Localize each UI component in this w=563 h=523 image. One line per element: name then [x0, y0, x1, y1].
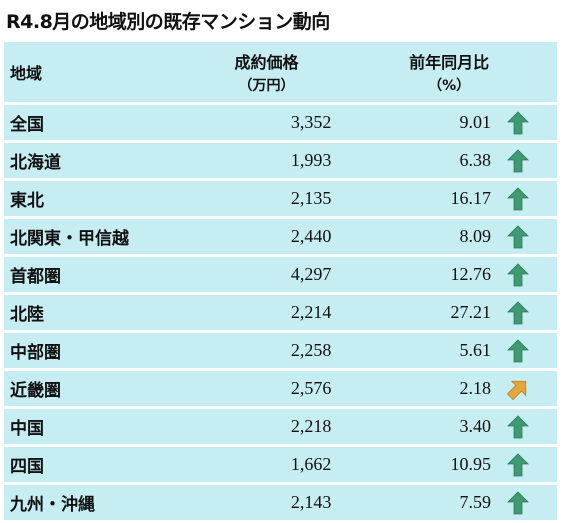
- region-cell: 中国: [4, 409, 192, 444]
- up-right-arrow-icon: [507, 380, 527, 400]
- yoy-cell: 5.61: [341, 333, 504, 368]
- table-row: 北陸 2,214 27.21: [4, 295, 557, 330]
- price-cell: 2,218: [191, 409, 342, 444]
- yoy-cell: 7.59: [341, 485, 504, 520]
- yoy-header-unit: （%）: [428, 78, 471, 94]
- price-header: 成約価格 （万円）: [191, 42, 342, 102]
- trend-cell: [503, 485, 557, 520]
- yoy-cell: 2.18: [341, 371, 504, 406]
- table-row: 九州・沖縄 2,143 7.59: [4, 485, 557, 520]
- up-arrow-icon: [507, 148, 530, 172]
- yoy-header-label: 前年同月比: [409, 53, 490, 72]
- up-arrow-icon: [507, 186, 530, 210]
- yoy-cell: 10.95: [341, 447, 504, 482]
- table-row: 近畿圏 2,576 2.18: [4, 371, 557, 406]
- up-arrow-icon: [507, 452, 530, 476]
- region-cell: 東北: [4, 181, 192, 216]
- region-cell: 北海道: [4, 143, 192, 178]
- up-arrow-icon: [507, 490, 530, 514]
- trend-cell: [503, 143, 557, 178]
- price-cell: 2,143: [191, 485, 342, 520]
- price-cell: 2,135: [191, 181, 342, 216]
- region-cell: 北陸: [4, 295, 192, 330]
- market-table: 地域 成約価格 （万円） 前年同月比 （%） 全国 3,352 9.01 北海道 1,9…: [4, 39, 557, 523]
- price-cell: 2,576: [191, 371, 342, 406]
- region-cell: 首都圏: [4, 257, 192, 292]
- trend-cell: [503, 219, 557, 254]
- up-arrow-icon: [507, 300, 530, 324]
- price-cell: 2,440: [191, 219, 342, 254]
- table-header-row: 地域 成約価格 （万円） 前年同月比 （%）: [4, 42, 557, 102]
- yoy-cell: 9.01: [341, 105, 504, 140]
- page-title: R4.8月の地域別の既存マンション動向: [6, 11, 330, 33]
- yoy-cell: 12.76: [341, 257, 504, 292]
- up-arrow-icon: [507, 224, 530, 248]
- price-cell: 1,662: [191, 447, 342, 482]
- region-cell: 四国: [4, 447, 192, 482]
- price-cell: 4,297: [191, 257, 342, 292]
- table-row: 中部圏 2,258 5.61: [4, 333, 557, 368]
- price-cell: 2,214: [191, 295, 342, 330]
- region-cell: 近畿圏: [4, 371, 192, 406]
- price-header-unit: （万円）: [238, 78, 295, 94]
- table-row: 北関東・甲信越 2,440 8.09: [4, 219, 557, 254]
- region-cell: 九州・沖縄: [4, 485, 192, 520]
- price-cell: 3,352: [191, 105, 342, 140]
- trend-cell: [503, 105, 557, 140]
- yoy-cell: 3.40: [341, 409, 504, 444]
- trend-cell: [503, 409, 557, 444]
- table-row: 全国 3,352 9.01: [4, 105, 557, 140]
- region-cell: 北関東・甲信越: [4, 219, 192, 254]
- price-cell: 2,258: [191, 333, 342, 368]
- table-row: 首都圏 4,297 12.76: [4, 257, 557, 292]
- yoy-cell: 6.38: [341, 143, 504, 178]
- table-row: 中国 2,218 3.40: [4, 409, 557, 444]
- trend-cell: [503, 371, 557, 406]
- yoy-cell: 8.09: [341, 219, 504, 254]
- yoy-cell: 27.21: [341, 295, 504, 330]
- trend-cell: [503, 447, 557, 482]
- trend-cell: [503, 257, 557, 292]
- table-row: 四国 1,662 10.95: [4, 447, 557, 482]
- price-header-label: 成約価格: [234, 53, 299, 72]
- up-arrow-icon: [507, 414, 530, 438]
- trend-cell: [503, 181, 557, 216]
- price-cell: 1,993: [191, 143, 342, 178]
- table-row: 東北 2,135 16.17: [4, 181, 557, 216]
- up-arrow-icon: [507, 338, 530, 362]
- region-header: 地域: [4, 42, 192, 102]
- yoy-cell: 16.17: [341, 181, 504, 216]
- trend-cell: [503, 333, 557, 368]
- yoy-header: 前年同月比 （%）: [341, 42, 557, 102]
- table-body: 全国 3,352 9.01 北海道 1,993 6.38 東北 2,135 16.17 北関東・甲…: [4, 105, 557, 520]
- table-row: 北海道 1,993 6.38: [4, 143, 557, 178]
- up-arrow-icon: [507, 262, 530, 286]
- up-arrow-icon: [507, 110, 530, 134]
- region-cell: 全国: [4, 105, 192, 140]
- region-cell: 中部圏: [4, 333, 192, 368]
- trend-cell: [503, 295, 557, 330]
